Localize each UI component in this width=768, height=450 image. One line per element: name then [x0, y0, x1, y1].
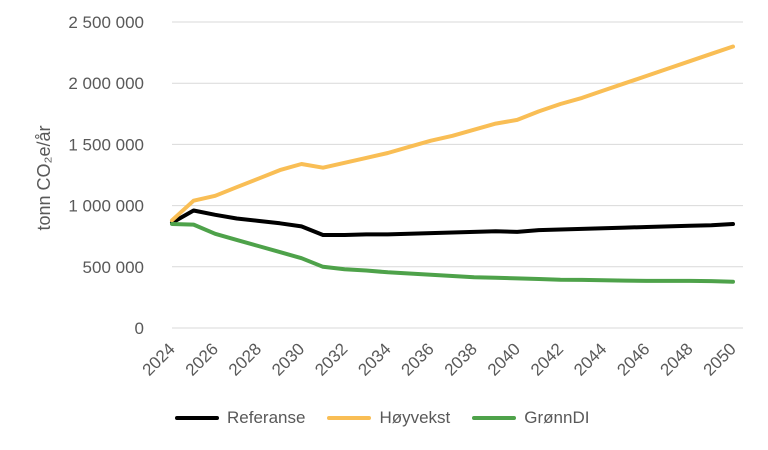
legend-label: Referanse	[227, 408, 306, 427]
gridlines	[172, 21, 743, 329]
legend-swatch	[472, 416, 517, 420]
x-tick-label: 2028	[225, 339, 265, 379]
y-tick-label: 1 500 000	[68, 135, 144, 154]
series-line-grønndi	[170, 222, 735, 284]
legend-item: Referanse	[175, 408, 305, 428]
x-tick-label: 2034	[354, 339, 394, 379]
series-line-referanse	[170, 208, 735, 237]
legend-swatch	[327, 416, 372, 420]
x-tick-label: 2032	[311, 339, 351, 379]
x-tick-label: 2050	[700, 339, 740, 379]
y-tick-label: 0	[135, 319, 144, 338]
y-axis-label: tonn CO₂e/år	[34, 125, 54, 230]
legend-item: Høyvekst	[327, 408, 450, 428]
y-tick-labels: 0 500 000 1 000 000 1 500 000 2 000 000 2 500…	[68, 13, 144, 338]
x-tick-label: 2038	[441, 339, 481, 379]
legend-swatch	[175, 416, 219, 420]
x-tick-label: 2040	[484, 339, 524, 379]
legend-label: GrønnDI	[524, 408, 590, 427]
y-tick-label: 2 000 000	[68, 74, 144, 93]
y-tick-label: 2 500 000	[68, 13, 144, 32]
x-tick-labels: 2024 2026 2028 2030 2032 2034 2036 2038 2040 2042…	[139, 339, 740, 379]
x-tick-label: 2026	[182, 339, 222, 379]
y-tick-label: 1 000 000	[68, 197, 144, 216]
line-chart: 0 500 000 1 000 000 1 500 000 2 000 000 2 500…	[34, 13, 743, 380]
x-tick-label: 2044	[570, 339, 610, 379]
x-tick-label: 2048	[656, 339, 696, 379]
x-tick-label: 2036	[398, 339, 438, 379]
legend-item: GrønnDI	[472, 408, 589, 428]
x-tick-label: 2024	[139, 339, 179, 379]
legend: Referanse Høyvekst GrønnDI	[175, 408, 589, 428]
series-lines	[170, 44, 735, 284]
series-line-høyvekst	[170, 44, 735, 223]
x-tick-label: 2030	[268, 339, 308, 379]
y-tick-label: 500 000	[83, 258, 144, 277]
x-tick-label: 2046	[613, 339, 653, 379]
legend-label: Høyvekst	[379, 408, 451, 427]
x-tick-label: 2042	[527, 339, 567, 379]
